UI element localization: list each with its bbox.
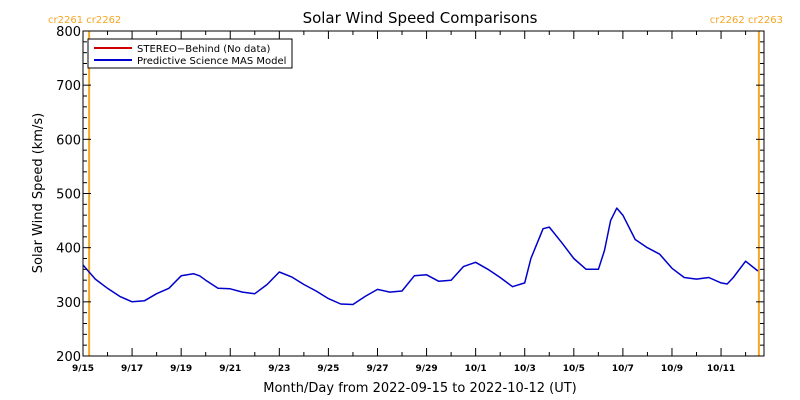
plot-frame	[82, 30, 765, 357]
x-tick-label: 9/23	[268, 364, 290, 374]
x-tick-label: 9/19	[170, 364, 192, 374]
series-line-mas-model	[82, 207, 759, 306]
x-tick-label: 9/25	[317, 364, 339, 374]
y-tick-label: 200	[56, 350, 81, 365]
carrington-markers	[88, 31, 760, 356]
x-tick-label: 9/21	[219, 364, 241, 374]
carrington-label-left: cr2261 cr2262	[48, 15, 121, 26]
y-axis-ticks: 200 300 400 500 600 700 800	[56, 25, 764, 365]
y-tick-label: 700	[56, 79, 81, 94]
series-lines	[82, 207, 759, 306]
x-tick-label: 10/5	[563, 364, 585, 374]
x-axis-label: Month/Day from 2022-09-15 to 2022-10-12 …	[263, 381, 576, 396]
x-tick-label: 10/1	[465, 364, 487, 374]
chart-title: Solar Wind Speed Comparisons	[303, 9, 538, 27]
y-tick-label: 500	[56, 188, 81, 203]
legend-label-mas-model: Predictive Science MAS Model	[137, 56, 286, 67]
y-tick-label: 600	[56, 133, 81, 148]
y-tick-label: 400	[56, 242, 81, 257]
x-tick-label: 10/7	[612, 364, 634, 374]
legend-label-stereo-behind: STEREO−Behind (No data)	[137, 44, 270, 55]
x-tick-label: 10/9	[661, 364, 683, 374]
x-tick-label: 9/29	[416, 364, 438, 374]
x-axis-ticks: 9/15 9/17 9/19 9/21 9/23 9/25 9/27 9/29 10/1 10/3…	[72, 31, 747, 374]
x-tick-label: 10/11	[707, 364, 735, 374]
x-tick-label: 10/3	[514, 364, 536, 374]
x-tick-label: 9/27	[366, 364, 388, 374]
y-axis-label: Solar Wind Speed (km/s)	[31, 113, 46, 273]
legend-box	[87, 38, 293, 69]
carrington-label-right: cr2262 cr2263	[710, 15, 783, 26]
x-tick-label: 9/15	[72, 364, 94, 374]
y-tick-label: 300	[56, 296, 81, 311]
legend: STEREO−Behind (No data) Predictive Scien…	[87, 38, 293, 69]
x-tick-label: 9/17	[121, 364, 143, 374]
y-tick-label: 800	[56, 25, 81, 40]
